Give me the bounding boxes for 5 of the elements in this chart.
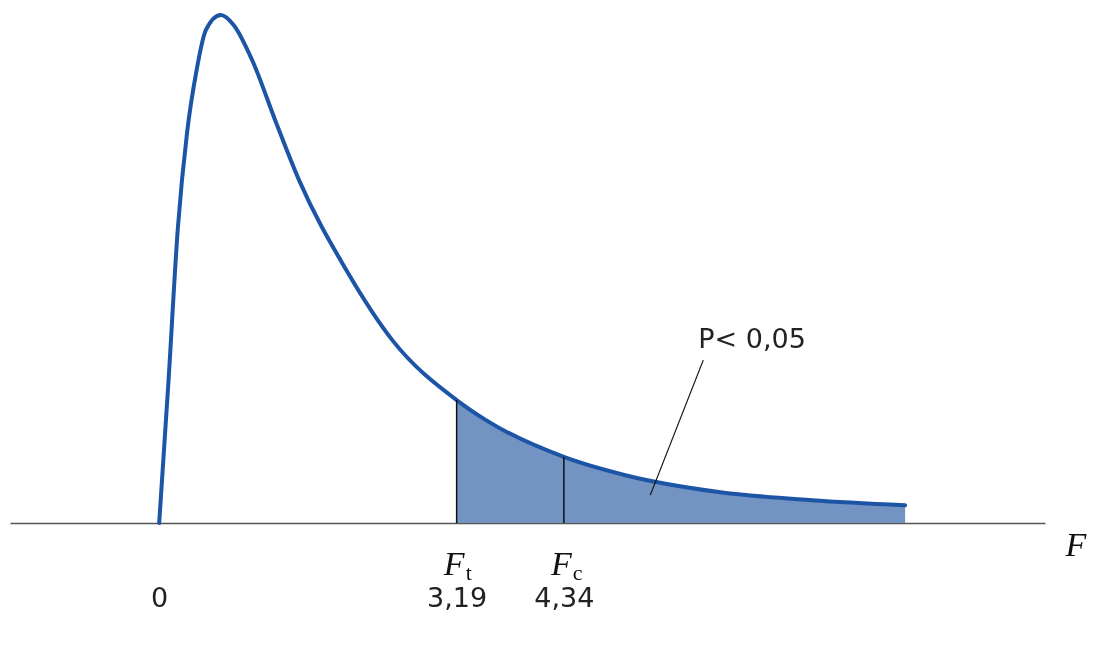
x-tick-label: 4,34 <box>534 581 595 613</box>
x-tick-label: 3,19 <box>427 581 488 613</box>
annotation: P< 0,05 <box>698 323 806 355</box>
x-tick-label: 0 <box>151 581 169 613</box>
x-axis-title: F <box>1064 525 1088 563</box>
